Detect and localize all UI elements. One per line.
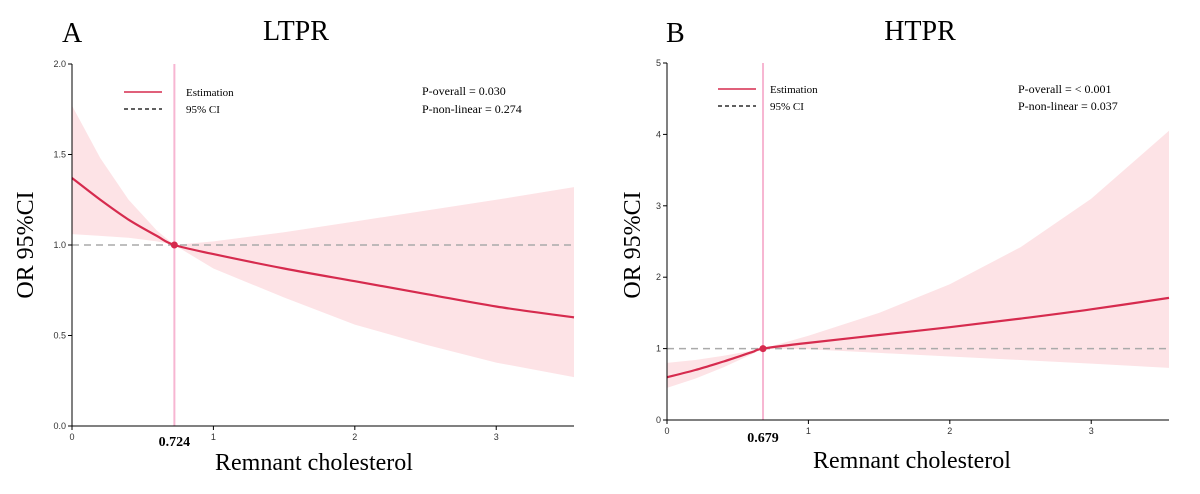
panel-a-ytick-label: 0.5 [53,331,66,341]
panel-b-ytick-label: 1 [656,344,661,354]
panel-b-cutoff-label: 0.679 [747,431,779,446]
panel-b-ytick-label: 3 [656,201,661,211]
panel-b-cutoff-point [759,345,767,353]
panel-b-xtick-label: 2 [947,426,952,436]
panel-a-ytick-label: 1.5 [53,150,66,160]
panel-b-xlabel: Remnant cholesterol [813,448,1011,474]
panel-a-ytick-label: 0.0 [53,421,66,431]
panel-b-estimation-line [666,296,1170,379]
panel-a-xtick-label: 2 [352,432,357,442]
panel-a-legend-ci-label: 95% CI [186,104,220,116]
panel-b-x-ticks: 0 1 2 3 [664,420,1094,436]
panel-b-p-nonlinear: P-non-linear = 0.037 [1018,99,1118,113]
panel-b-xtick-label: 3 [1089,426,1094,436]
panel-b-letter: B [666,18,685,49]
panel-a-legend-estimation-label: Estimation [186,87,234,99]
panel-a-ytick-label: 1.0 [53,240,66,250]
panel-b-y-ticks: 0 1 2 3 4 5 [656,58,667,425]
panel-a-x-ticks: 0 1 2 3 [69,426,499,442]
panel-b-title: HTPR [884,16,956,47]
panel-a-letter: A [62,18,83,49]
panel-a-p-overall: P-overall = 0.030 [422,84,506,98]
panel-a-cutoff-label: 0.724 [159,435,191,450]
panel-a-xtick-label: 3 [494,432,499,442]
panel-b-ytick-label: 2 [656,272,661,282]
panel-b-ytick-label: 0 [656,415,661,425]
panel-b-xtick-label: 1 [806,426,811,436]
panel-a-cutoff-point [170,241,178,249]
panel-a-xtick-label: 0 [69,432,74,442]
panel-b-ci-band [667,130,1169,388]
panel-a-xlabel: Remnant cholesterol [215,450,413,476]
panel-a-ci-band [72,105,574,378]
panel-b-p-overall: P-overall = < 0.001 [1018,82,1112,96]
panel-b: B HTPR OR 95%CI Remnant cholesterol 0 1 2 3… [620,16,1170,474]
panel-b-legend: Estimation 95% CI [718,84,818,113]
panel-a-y-ticks: 0.0 0.5 1.0 1.5 2.0 [53,59,72,431]
panel-b-legend-estimation-label: Estimation [770,84,818,96]
panel-b-ytick-label: 4 [656,129,661,139]
panel-a: A LTPR OR 95%CI Remnant cholesterol 0 1 2 3… [13,16,575,476]
panel-b-xtick-label: 0 [664,426,669,436]
panel-a-ylabel: OR 95%CI [13,191,39,298]
panel-a-title: LTPR [263,16,329,47]
panel-a-xtick-label: 1 [211,432,216,442]
panel-b-legend-ci-label: 95% CI [770,101,804,113]
panel-b-ytick-label: 5 [656,58,661,68]
panel-a-estimation-line [71,177,575,319]
panel-a-p-nonlinear: P-non-linear = 0.274 [422,102,522,116]
panel-a-legend: Estimation 95% CI [124,87,234,116]
panel-a-ytick-label: 2.0 [53,59,66,69]
panel-b-ylabel: OR 95%CI [620,191,646,298]
